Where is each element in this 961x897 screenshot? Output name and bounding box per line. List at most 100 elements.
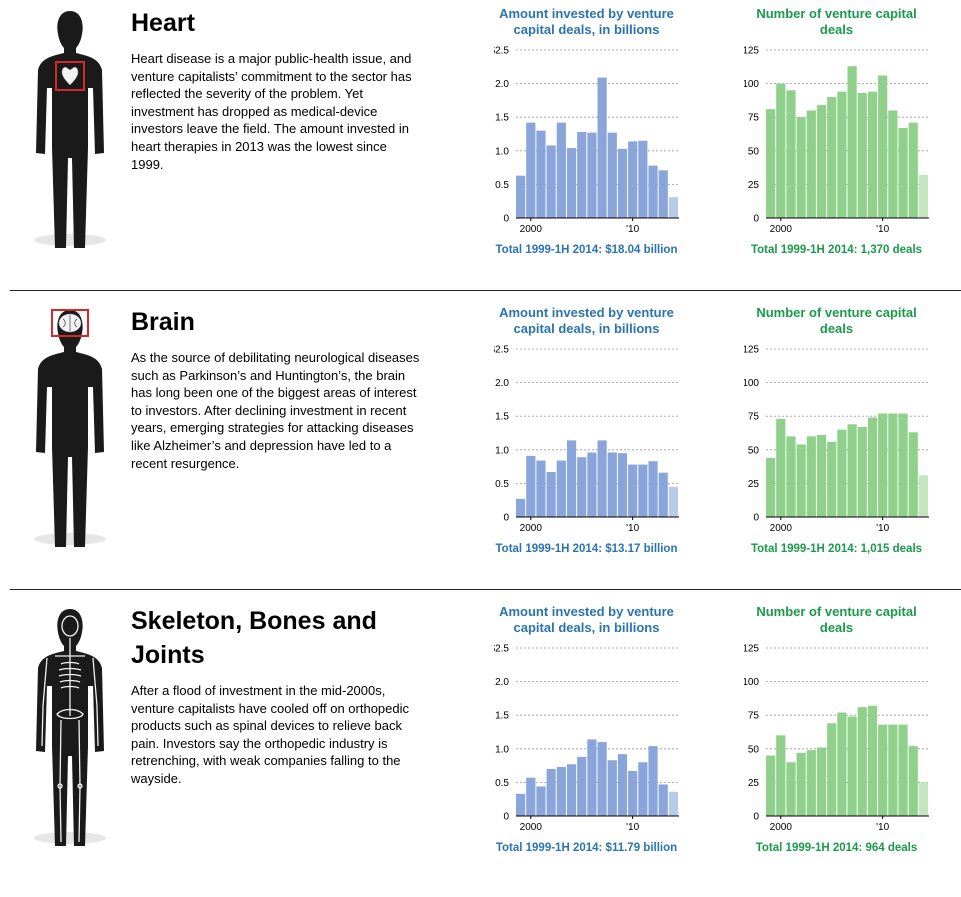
bar-2003 xyxy=(806,436,816,517)
bar-2001 xyxy=(786,90,796,218)
y-tick-label: 1.5 xyxy=(495,113,509,124)
skeleton-figure-icon xyxy=(34,609,106,846)
bar-2012 xyxy=(898,127,908,218)
bar-2001 xyxy=(786,762,796,816)
chart-skeleton-deals: Number of venture capital deals 0 25 50 75 1… xyxy=(744,598,961,897)
bar-chart-skeleton-deals: 0 25 50 75 100 125 2000 '10 xyxy=(744,644,929,833)
x-tick-label: '10 xyxy=(626,224,639,235)
bar-2010 xyxy=(628,770,638,816)
bar-1999 xyxy=(766,109,776,218)
bar-2012 xyxy=(898,724,908,816)
y-tick-label: 125 xyxy=(744,46,759,57)
section-description: After a flood of investment in the mid-2… xyxy=(131,683,409,786)
chart-title: Number of venture capital deals xyxy=(756,305,917,336)
bar-2013 xyxy=(908,746,918,816)
bar-1999 xyxy=(516,175,526,218)
chart-total: Total 1999-1H 2014: 1,015 deals xyxy=(750,543,923,555)
bar-chart-brain-deals: 0 25 50 75 100 125 2000 '10 xyxy=(744,345,929,534)
bar-2013 xyxy=(658,784,668,816)
bar-2007 xyxy=(847,716,857,816)
bar-2008 xyxy=(607,760,617,816)
y-tick-label: 75 xyxy=(748,412,760,423)
section-heart: Heart Heart disease is a major public-he… xyxy=(0,0,961,299)
x-tick-label: 2000 xyxy=(770,224,793,235)
bar-chart-heart-deals: 0 25 50 75 100 125 2000 '10 xyxy=(744,46,929,235)
x-tick-label: 2000 xyxy=(770,523,793,534)
bar-2011 xyxy=(888,413,898,517)
y-tick-label: 25 xyxy=(748,778,760,789)
y-tick-label: 50 xyxy=(748,146,760,157)
bar-2003 xyxy=(806,110,816,218)
bar-2007 xyxy=(597,742,607,816)
chart-total: Total 1999-1H 2014: $18.04 billion xyxy=(495,244,678,256)
chart-total: Total 1999-1H 2014: $13.17 billion xyxy=(495,543,678,555)
bar-2002 xyxy=(796,117,806,218)
x-tick-label: '10 xyxy=(626,523,639,534)
bar-2010 xyxy=(878,413,888,517)
y-tick-label: 75 xyxy=(748,711,760,722)
x-tick-label: 2000 xyxy=(770,822,793,833)
bar-2004 xyxy=(816,105,827,218)
bar-2013 xyxy=(908,432,918,517)
bar-2010 xyxy=(878,75,888,218)
section-description: As the source of debilitating neurologic… xyxy=(131,350,420,471)
bar-2000 xyxy=(776,83,786,218)
bar-2000 xyxy=(776,418,786,517)
y-tick-label: 2.0 xyxy=(495,378,509,389)
y-tick-label: 125 xyxy=(744,644,759,655)
x-tick-label: '10 xyxy=(876,224,889,235)
bar-2008 xyxy=(607,452,617,517)
bar-2005 xyxy=(827,441,837,517)
bar-2006 xyxy=(837,91,847,218)
bar-2003 xyxy=(556,766,566,816)
y-tick-label: 100 xyxy=(744,677,759,688)
bar-2002 xyxy=(546,145,556,218)
y-tick-label: $2.5 xyxy=(494,345,509,356)
y-tick-label: 25 xyxy=(748,180,760,191)
bar-2007 xyxy=(847,66,857,218)
bar-2011 xyxy=(638,464,648,517)
bar-2001 xyxy=(536,460,546,517)
y-tick-label: 0.5 xyxy=(495,180,509,191)
bar-2002 xyxy=(546,768,556,816)
y-tick-label: $2.5 xyxy=(494,644,509,655)
bar-2013 xyxy=(908,122,918,218)
chart-title: Number of venture capital deals xyxy=(756,6,917,37)
x-tick-label: 2000 xyxy=(520,523,543,534)
chart-brain-deals: Number of venture capital deals 0 25 50 75 1… xyxy=(744,299,961,598)
y-tick-label: 0 xyxy=(503,812,509,823)
x-tick-label: 2000 xyxy=(520,822,543,833)
chart-skeleton-invested: Amount invested by venture capital deals… xyxy=(494,598,734,897)
bar-1H 2014 xyxy=(668,791,678,816)
section-brain: Brain As the source of debilitating neur… xyxy=(0,299,961,598)
bar-2009 xyxy=(867,705,878,816)
bar-2010 xyxy=(628,141,638,218)
y-tick-label: 1.0 xyxy=(495,445,509,456)
y-tick-label: 0 xyxy=(753,812,759,823)
bar-2008 xyxy=(857,426,867,517)
bar-2000 xyxy=(776,735,786,816)
bar-2001 xyxy=(536,786,546,816)
y-tick-label: 0.5 xyxy=(495,479,509,490)
bar-2011 xyxy=(638,762,648,816)
bar-2009 xyxy=(867,417,878,517)
bar-2008 xyxy=(857,93,867,218)
bar-2012 xyxy=(648,746,658,816)
x-tick-label: '10 xyxy=(876,523,889,534)
chart-total: Total 1999-1H 2014: 1,370 deals xyxy=(750,244,923,256)
y-tick-label: 0 xyxy=(503,513,509,524)
bar-1H 2014 xyxy=(668,197,678,218)
section-title: Skeleton, Bones and Joints xyxy=(131,607,377,669)
y-tick-label: 25 xyxy=(748,479,760,490)
section-divider xyxy=(10,290,961,291)
y-tick-label: 1.0 xyxy=(495,146,509,157)
bar-2011 xyxy=(638,140,648,218)
section-divider xyxy=(10,589,961,590)
bar-2003 xyxy=(556,122,566,218)
bar-2005 xyxy=(577,131,587,218)
y-tick-label: 100 xyxy=(744,378,759,389)
x-tick-label: '10 xyxy=(626,822,639,833)
chart-title: Number of venture capital deals xyxy=(756,604,917,635)
bar-2004 xyxy=(816,747,827,816)
bar-2002 xyxy=(546,471,556,517)
